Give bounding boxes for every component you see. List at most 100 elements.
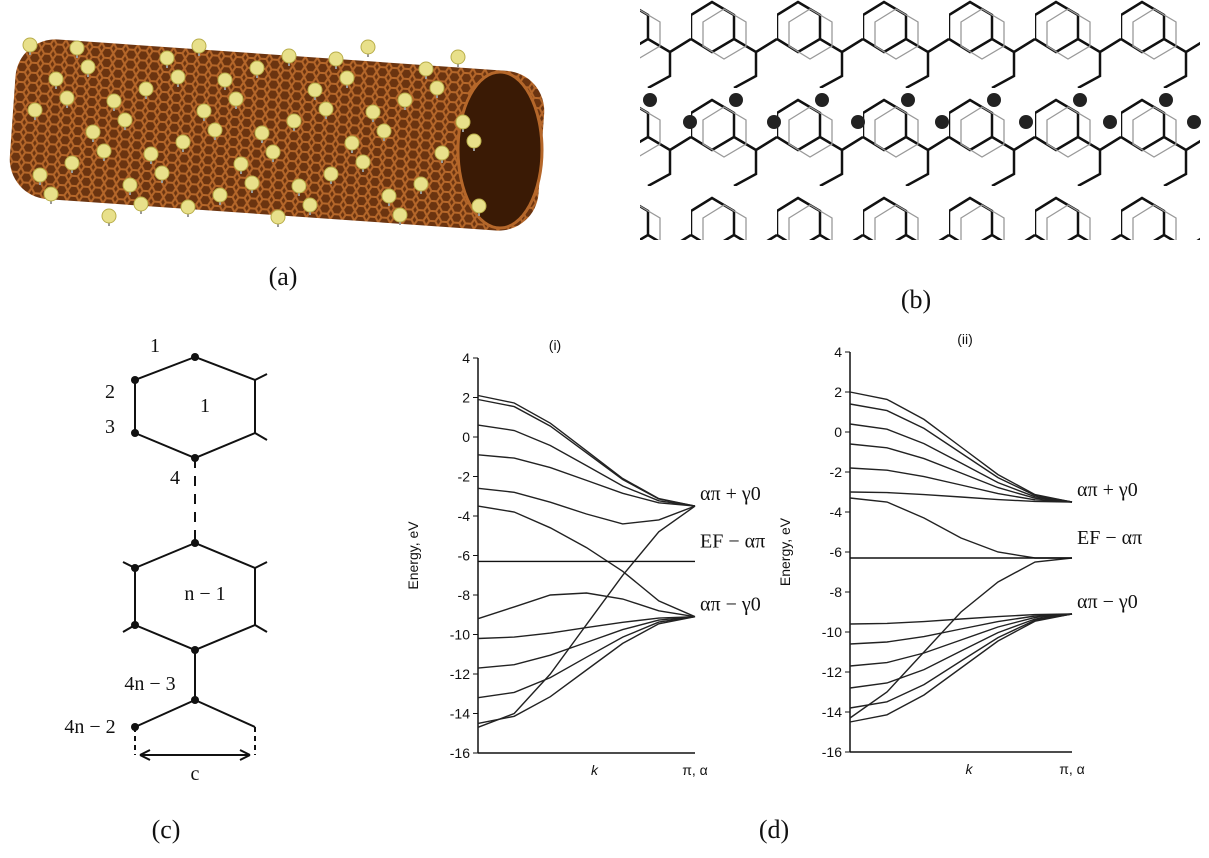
- node-label: 2: [105, 381, 115, 403]
- atom: [987, 93, 1001, 107]
- atom: [97, 144, 111, 158]
- atom: [393, 208, 407, 222]
- y-tick-label: -4: [458, 508, 471, 524]
- atom: [123, 178, 137, 192]
- node-label: 3: [105, 416, 115, 438]
- atom: [456, 115, 470, 129]
- y-tick-label: -14: [450, 706, 470, 722]
- atom: [181, 200, 195, 214]
- figure: (a) (b) (c) (d) 12314n − 14n − 34n − 2c-…: [0, 0, 1209, 853]
- schematic: [123, 353, 267, 760]
- y-tick-label: -16: [822, 744, 842, 760]
- annotation: απ − γ0: [1077, 591, 1138, 613]
- atom: [229, 92, 243, 106]
- atom: [23, 38, 37, 52]
- nanotube-image: [7, 37, 547, 234]
- atom: [250, 61, 264, 75]
- x-tick-label: π, α: [682, 762, 708, 778]
- atom: [245, 176, 259, 190]
- atom: [414, 177, 428, 191]
- node-label: 1: [200, 395, 210, 417]
- y-tick-label: -12: [450, 666, 470, 682]
- x-axis-label: k: [591, 762, 599, 778]
- atom: [292, 179, 306, 193]
- atom: [65, 156, 79, 170]
- band-line: [850, 614, 1072, 666]
- atom: [1159, 93, 1173, 107]
- atom: [134, 197, 148, 211]
- atom: [1187, 115, 1201, 129]
- chart-title: (i): [549, 337, 561, 353]
- annotation: απ − γ0: [700, 594, 761, 616]
- band-line: [478, 617, 695, 724]
- atom: [33, 168, 47, 182]
- atom: [308, 83, 322, 97]
- y-tick-label: -2: [830, 464, 843, 480]
- atom: [340, 71, 354, 85]
- atom: [60, 91, 74, 105]
- band-line: [478, 506, 695, 727]
- y-tick-label: -10: [450, 627, 470, 643]
- atom: [86, 125, 100, 139]
- y-axis-label: Energy, eV: [405, 521, 421, 590]
- band-line: [850, 614, 1072, 722]
- chart-title: (ii): [957, 331, 973, 347]
- band-line: [478, 593, 695, 619]
- atom: [70, 41, 84, 55]
- atom: [266, 145, 280, 159]
- atom: [218, 73, 232, 87]
- caption: (a): [269, 262, 298, 291]
- node-label: 1: [150, 335, 160, 357]
- atom: [329, 52, 343, 66]
- atom: [901, 93, 915, 107]
- node-label: 4: [170, 467, 180, 489]
- y-tick-label: 0: [462, 429, 470, 445]
- atom: [435, 146, 449, 160]
- node-label: c: [191, 763, 200, 785]
- x-axis-label: k: [966, 761, 974, 777]
- atom: [255, 126, 269, 140]
- atom: [319, 102, 333, 116]
- band-line: [478, 425, 695, 506]
- atom: [192, 39, 206, 53]
- annotation: EF − απ: [1077, 527, 1142, 549]
- atom: [356, 155, 370, 169]
- atom: [382, 189, 396, 203]
- y-tick-label: -2: [458, 469, 471, 485]
- y-tick-label: -16: [450, 745, 470, 761]
- atom: [271, 210, 285, 224]
- atom: [767, 115, 781, 129]
- atom: [160, 51, 174, 65]
- y-tick-label: -6: [458, 548, 471, 564]
- band-line: [850, 424, 1072, 502]
- band-line: [850, 614, 1072, 688]
- y-tick-label: -4: [830, 504, 843, 520]
- y-axis-label: Energy, eV: [777, 517, 793, 586]
- band-line: [478, 488, 695, 524]
- atom: [197, 104, 211, 118]
- atom: [81, 60, 95, 74]
- annotation: EF − απ: [700, 530, 765, 552]
- atom: [144, 147, 158, 161]
- annotation: απ + γ0: [700, 483, 761, 505]
- band-line: [478, 396, 695, 507]
- atom: [118, 113, 132, 127]
- y-tick-label: 2: [834, 384, 842, 400]
- caption: (b): [901, 285, 931, 314]
- atom: [419, 62, 433, 76]
- band-line: [478, 617, 695, 698]
- atom: [28, 103, 42, 117]
- atom: [815, 93, 829, 107]
- atom: [345, 136, 359, 150]
- atom: [1019, 115, 1033, 129]
- atom: [729, 93, 743, 107]
- band-line: [850, 498, 1072, 558]
- atom: [208, 123, 222, 137]
- y-tick-label: 4: [834, 344, 842, 360]
- y-tick-label: 0: [834, 424, 842, 440]
- band-line: [850, 558, 1072, 718]
- atom: [176, 135, 190, 149]
- caption: (d): [759, 815, 789, 844]
- atom: [430, 81, 444, 95]
- atom: [234, 157, 248, 171]
